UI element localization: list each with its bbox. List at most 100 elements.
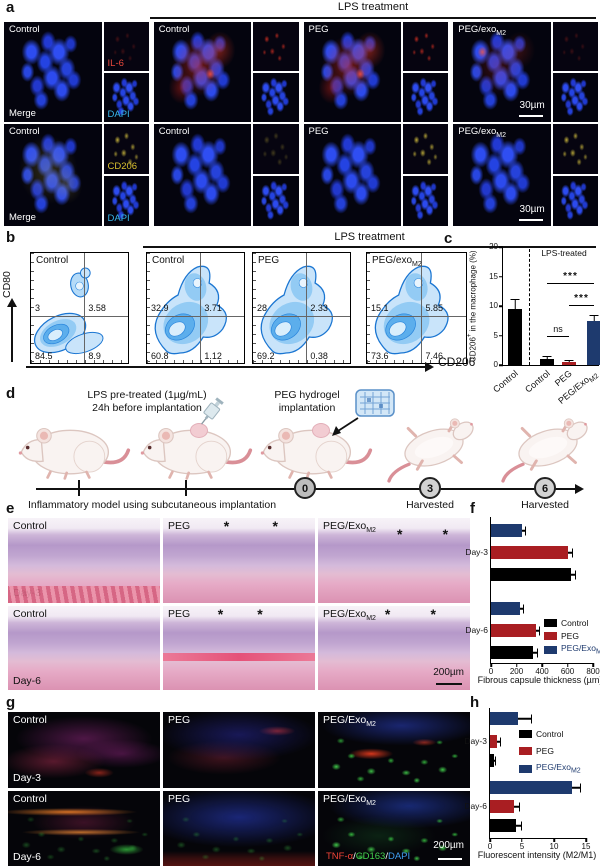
image-title: PEG — [168, 607, 191, 620]
merge-label: Merge — [9, 107, 36, 119]
implant-site — [312, 423, 330, 438]
quadrant-value-ul: 15.1 — [371, 302, 389, 313]
quadrant-value-ur: 5.85 — [425, 302, 443, 313]
timeline-day-0: 0 — [294, 477, 316, 499]
error-bar — [497, 737, 501, 746]
y-tick-label: 0 — [493, 360, 498, 369]
inset-column — [403, 22, 449, 122]
bar-peg-exo-day3 — [490, 712, 586, 725]
block-lps-peg: PEG — [303, 22, 449, 122]
flow-plot-control: Control 3 3.58 84.5 8.9 — [30, 252, 129, 364]
quadrant-line-h — [31, 315, 128, 317]
dapi-label: DAPI — [107, 212, 130, 224]
day-label: Day-6 — [13, 850, 42, 863]
day-label: Day-3 — [13, 587, 42, 599]
syringe-icon — [201, 397, 224, 425]
micrograph-dapi-inset: DAPI — [103, 176, 149, 226]
day-label: Day-3 — [13, 772, 42, 784]
quadrant-value-lr: 7.46 — [425, 351, 443, 361]
quadrant-value-ul: 28 — [257, 302, 268, 313]
ns-label: ns — [553, 324, 563, 334]
bar-peg-day6 — [490, 800, 586, 813]
bar-peg-exo-day6 — [491, 602, 593, 615]
x-axis-label-cd206: CD206 — [438, 355, 476, 369]
asterisk: * — [257, 605, 263, 622]
quadrant-value-ur: 3.71 — [204, 302, 222, 313]
quadrant-value-ll: 69.2 — [257, 351, 275, 361]
image-title: PEG — [308, 126, 329, 137]
histology-peg-exo-day6: PEG/ExoM2 * * 200µm — [318, 605, 470, 690]
if-control-day6: Control Day-6 — [8, 790, 160, 866]
significance-line — [547, 283, 594, 284]
micrograph-dapi-inset — [253, 176, 299, 226]
quadrant-value-ll: 60.8 — [151, 351, 169, 361]
image-title: Control — [9, 126, 40, 137]
bar — [490, 781, 572, 794]
significance-label: *** — [574, 293, 589, 304]
quadrant-value-ur: 3.58 — [88, 302, 106, 313]
error-bar — [589, 315, 599, 321]
bar — [490, 754, 494, 767]
quadrant-value-lr: 0.38 — [310, 351, 328, 361]
x-tick-label: 800 — [586, 667, 600, 676]
block-lps-control: Control — [153, 124, 299, 226]
panel-h-legend: Control PEG PEG/ExoM2 — [519, 730, 581, 775]
image-title: PEG — [308, 24, 329, 35]
group-label-day3: Day-3 — [465, 546, 488, 557]
bar-peg-day6 — [491, 624, 593, 637]
histology-peg-day3: PEG * * — [163, 518, 315, 603]
x-axis-arrow — [26, 362, 434, 372]
if-peg-exo-day6: PEG/ExoM2 TNF-α/CD163/DAPI 200µm — [318, 790, 470, 866]
panel-h-letter: h — [470, 694, 480, 711]
panel-c-bar-chart: 20 15 10 5 0 LPS-treated *** *** ns — [489, 243, 600, 369]
image-title: PEG/ExoM2 — [323, 607, 376, 622]
inset-column — [253, 22, 299, 122]
legend-swatch — [544, 645, 557, 654]
y-axis-arrow — [7, 298, 17, 362]
plot-title: PEG — [258, 255, 280, 266]
panel-e-letter: e — [6, 500, 15, 517]
image-title: Control — [13, 792, 47, 805]
bar-lane-control-untreated — [508, 247, 522, 365]
significance-line — [569, 305, 594, 306]
image-title: PEG/exoM2 — [458, 126, 507, 139]
legend-item-peg-exo: PEG/ExoM2 — [519, 763, 581, 775]
y-axis-label-cd80: CD80 — [1, 271, 13, 298]
untreated-divider-dashed-line — [529, 249, 530, 365]
marker-label: CD206 — [107, 160, 138, 172]
error-bar — [515, 821, 522, 830]
asterisk: * — [217, 605, 224, 622]
x-tick-label: 0 — [487, 842, 493, 851]
legend-item-peg-exo: PEG/ExoM2 — [544, 644, 600, 656]
y-tick-label: 20 — [489, 242, 498, 251]
block-lps-peg: PEG — [303, 124, 449, 226]
image-title: PEG/ExoM2 — [323, 792, 376, 807]
legend-item-peg: PEG — [519, 746, 581, 756]
lps-pretreat-caption: LPS pre-treated (1µg/mL) 24h before impl… — [87, 389, 207, 415]
inset-column: IL-6 DAPI — [103, 22, 149, 122]
quadrant-line-h — [367, 315, 466, 317]
micrograph-dapi-inset — [552, 176, 598, 226]
bar — [490, 819, 516, 832]
significance-label: *** — [563, 271, 578, 282]
asterisk: * — [442, 526, 449, 542]
panel-f-bar-chart: Day-3 Day-6 0 200 400 600 800 — [465, 517, 600, 676]
if-peg-day3: PEG — [163, 712, 315, 788]
quadrant-value-ur: 2.33 — [310, 302, 328, 313]
image-title: PEG — [168, 714, 191, 726]
quadrant-value-ul: 3 — [35, 302, 41, 313]
micrograph-merge-lps-control: Control — [153, 22, 252, 122]
bar — [491, 646, 534, 659]
bar-peg-day3 — [491, 546, 593, 559]
legend-swatch — [544, 631, 557, 640]
x-tick-label: 10 — [549, 842, 559, 851]
quadrant-line-h — [253, 315, 350, 317]
micrograph-dapi-inset — [403, 176, 449, 226]
bar — [491, 568, 571, 581]
harvested-day6-label: Harvested — [521, 499, 569, 511]
error-bar — [533, 648, 538, 657]
flow-plot-peg: PEG 28 2.33 69.2 0.38 — [252, 252, 351, 364]
mouse-illustration-4-supine — [387, 416, 479, 483]
bar — [587, 320, 600, 365]
